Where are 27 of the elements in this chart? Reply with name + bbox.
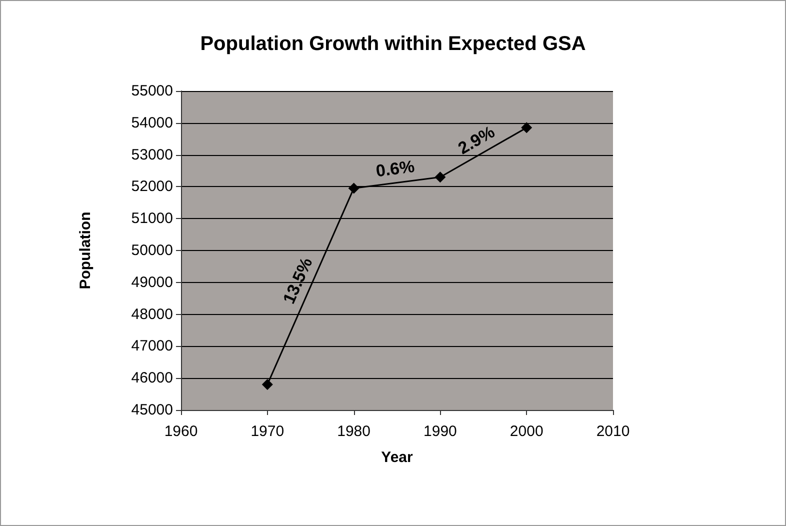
y-tick-label: 47000 (131, 338, 173, 355)
point (348, 182, 360, 194)
chart-title: Population Growth within Expected GSA (200, 33, 586, 55)
y-tick-label: 49000 (131, 274, 173, 291)
x-tick-label: 2000 (510, 423, 544, 440)
y-tick-label: 50000 (131, 242, 173, 259)
annotation: 2.9% (454, 122, 498, 158)
y-tick-label: 53000 (131, 146, 173, 164)
x-tick-label: 2010 (596, 423, 630, 440)
point (262, 378, 273, 390)
y-tick-label: 54000 (131, 114, 173, 132)
y-tick-label: 52000 (131, 178, 173, 196)
x-axis-title: Year (381, 449, 414, 466)
point (434, 172, 446, 183)
x-tick-label: 1970 (250, 423, 284, 440)
y-tick-label: 55000 (131, 82, 173, 100)
annotation: 13.5% (279, 254, 316, 307)
x-tick-label: 1980 (337, 423, 370, 440)
y-tick-label: 48000 (131, 306, 173, 323)
annotation: 0.6% (374, 156, 416, 181)
x-tick-label: 1990 (424, 423, 457, 440)
point (521, 122, 532, 134)
x-tick-label: 1960 (164, 423, 198, 440)
y-tick-label: 46000 (131, 370, 173, 387)
y-tick-label: 45000 (131, 402, 173, 418)
y-tick-label: 51000 (131, 210, 173, 228)
y-axis-title: Population (77, 212, 94, 290)
